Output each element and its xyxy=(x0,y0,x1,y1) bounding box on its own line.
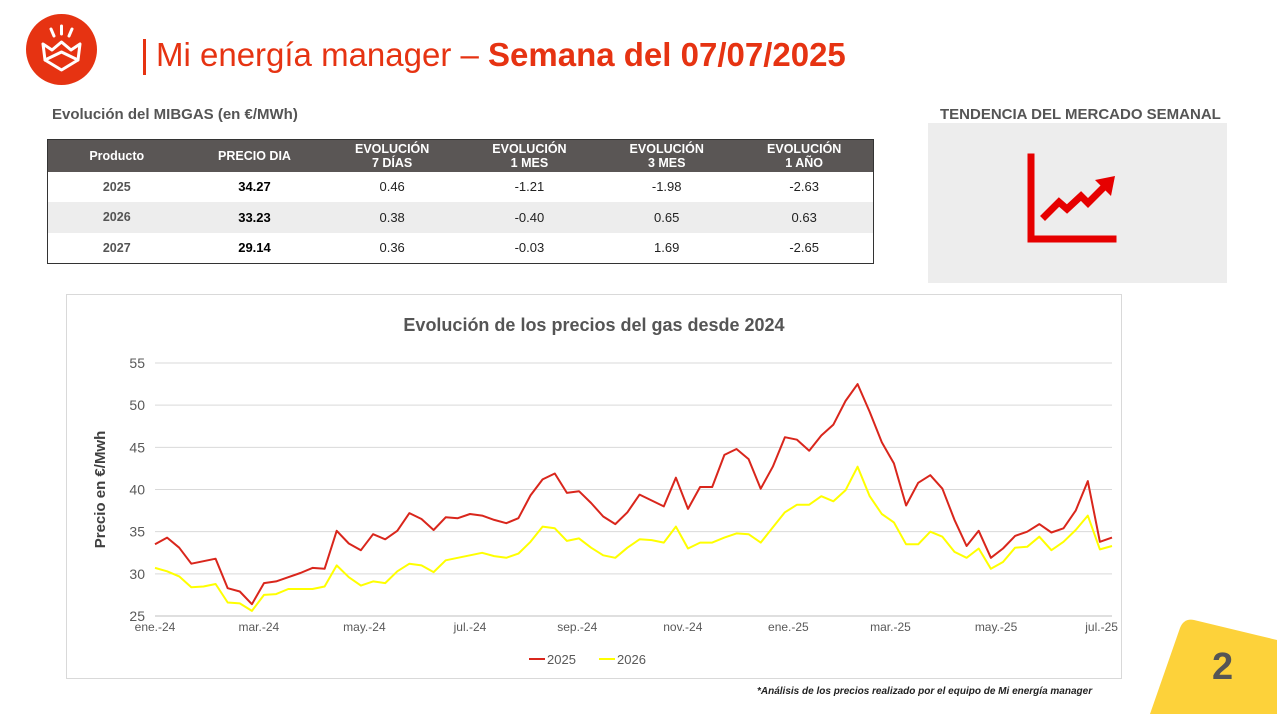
cell-evol-1y: 0.63 xyxy=(735,202,874,233)
x-tick-label: jul.-24 xyxy=(453,620,487,634)
cell-price: 29.14 xyxy=(238,240,271,255)
x-tick-label: ene.-24 xyxy=(135,620,176,634)
x-tick-label: sep.-24 xyxy=(557,620,597,634)
cell-evol-3m: 1.69 xyxy=(654,240,680,255)
cell-price: 34.27 xyxy=(238,179,271,195)
series-line-2026 xyxy=(154,465,1113,612)
cell-evol-1y: -2.65 xyxy=(789,240,819,255)
cell-price: 33.23 xyxy=(185,202,324,233)
y-tick-label: 40 xyxy=(129,482,145,498)
header-evol-1y: EVOLUCIÓN 1 AÑO xyxy=(735,139,874,172)
gas-price-chart: Evolución de los precios del gas desde 2… xyxy=(66,294,1122,679)
table-header-row: Producto PRECIO DIA EVOLUCIÓN 7 DÍAS EVOL… xyxy=(47,139,874,172)
cell-evol-1m: -1.21 xyxy=(514,179,545,195)
x-tick-label: may.-25 xyxy=(975,620,1018,634)
cell-product: 2025 xyxy=(102,179,131,194)
rising-trend-chart-icon xyxy=(1027,153,1117,243)
cell-evol-1m: -0.40 xyxy=(460,202,599,233)
x-tick-label: ene.-25 xyxy=(768,620,809,634)
y-tick-label: 55 xyxy=(129,355,145,371)
table-row: 2027 29.14 0.36 -0.03 1.69 -2.65 xyxy=(48,233,874,264)
x-tick-label: mar.-24 xyxy=(238,620,279,634)
x-tick-label: nov.-24 xyxy=(663,620,702,634)
mibgas-table-title: Evolución del MIBGAS (en €/MWh) xyxy=(52,106,298,123)
page-title: Mi energía manager – Semana del 07/07/20… xyxy=(156,34,846,76)
page-corner-shape xyxy=(1150,619,1277,714)
y-tick-label: 25 xyxy=(129,608,145,624)
y-axis-label: Precio en €/Mwh xyxy=(92,431,109,549)
gas-price-chart-svg: 25 30 35 40 45 50 55 ene.-24 mar.-24 may.-24 jul.-… xyxy=(92,355,1118,667)
page-title-week: Semana del 07/07/2025 xyxy=(488,36,846,73)
y-tick-label: 45 xyxy=(129,439,145,455)
y-tick-label: 30 xyxy=(129,566,145,582)
cell-evol-3m: 0.65 xyxy=(598,202,736,233)
x-tick-label: mar.-25 xyxy=(870,620,911,634)
mibgas-table: Producto PRECIO DIA EVOLUCIÓN 7 DÍAS EVOL… xyxy=(47,139,874,264)
cell-evol-3m: -1.98 xyxy=(651,179,682,195)
brand-logo-icon xyxy=(26,14,97,85)
cell-evol-1m: -0.03 xyxy=(514,240,545,255)
page-number: 2 xyxy=(1212,646,1234,688)
legend-label-2025: 2025 xyxy=(547,652,576,667)
cell-product: 2027 xyxy=(102,240,131,255)
legend-label-2026: 2026 xyxy=(617,652,646,667)
header-evol-1m: EVOLUCIÓN 1 MES xyxy=(460,139,599,172)
y-tick-label: 50 xyxy=(129,397,145,413)
header-price-day: PRECIO DIA xyxy=(185,139,324,172)
cell-evol-7d: 0.46 xyxy=(379,179,405,195)
x-tick-label: may.-24 xyxy=(343,620,386,634)
chart-title: Evolución de los precios del gas desde 2… xyxy=(403,315,785,335)
cell-evol-1y: -2.63 xyxy=(789,179,819,195)
footnote: *Análisis de los precios realizado por e… xyxy=(757,686,1093,697)
page-title-light: Mi energía manager xyxy=(156,36,452,73)
table-row: 2025 34.27 0.46 -1.21 -1.98 -2.63 xyxy=(48,172,874,203)
header-evol-7d: EVOLUCIÓN 7 DÍAS xyxy=(323,139,461,172)
page-title-dash: – xyxy=(460,36,479,73)
header-product: Producto xyxy=(47,139,186,172)
cell-product: 2026 xyxy=(47,202,186,233)
header-evol-3m: EVOLUCIÓN 3 MES xyxy=(598,139,736,172)
table-row: 2026 33.23 0.38 -0.40 0.65 0.63 xyxy=(47,202,874,233)
header-accent-bar xyxy=(143,39,146,75)
cell-evol-7d: 0.36 xyxy=(379,240,405,255)
market-trend-title: TENDENCIA DEL MERCADO SEMANAL xyxy=(940,106,1221,123)
x-tick-label: jul.-25 xyxy=(1084,620,1118,634)
series-line-2025 xyxy=(154,383,1113,606)
y-tick-label: 35 xyxy=(129,524,145,540)
cell-evol-7d: 0.38 xyxy=(323,202,461,233)
